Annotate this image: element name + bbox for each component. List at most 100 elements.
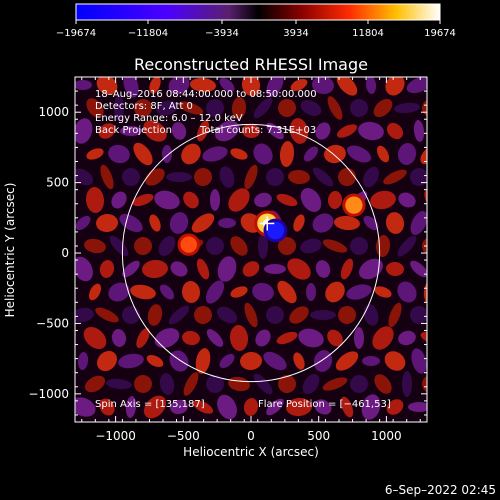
ripple-blob: [194, 168, 212, 186]
ripple-blob: [142, 259, 168, 279]
ripple-blob: [410, 306, 427, 324]
ripple-blob: [125, 396, 137, 418]
ripple-blob: [362, 356, 380, 366]
ripple-blob: [315, 122, 331, 140]
ripple-blob: [159, 284, 175, 300]
ripple-blob: [168, 305, 190, 325]
ripple-blob: [123, 77, 139, 98]
ripple-blob: [83, 326, 107, 350]
ripple-blob: [374, 286, 392, 298]
ripple-blob: [170, 261, 188, 277]
ripple-blob: [244, 164, 258, 190]
ripple-blob: [289, 118, 309, 144]
ripple-blob: [346, 145, 372, 163]
solar-limb-circle: [121, 123, 381, 383]
ripple-blob: [324, 144, 346, 164]
x-tick-label: −500: [167, 429, 200, 443]
ripple-blob: [134, 375, 152, 393]
ripple-blob: [340, 258, 354, 280]
ripple-blob: [327, 96, 343, 120]
ripple-blob: [196, 258, 210, 280]
ripple-blob: [169, 212, 189, 234]
ripple-blob: [322, 377, 348, 391]
ripple-blob: [374, 374, 392, 394]
ripple-blob: [406, 77, 427, 94]
ripple-blob: [86, 148, 104, 160]
ripple-blob: [108, 282, 130, 302]
colorbar-ticks: −19674 −11804 −3934 3934 11804 19674: [56, 20, 456, 39]
ripple-blob: [258, 233, 268, 259]
ripple-blob: [219, 353, 235, 369]
ripple-blob: [181, 143, 201, 165]
ripple-blob: [119, 213, 143, 233]
ripple-blob: [263, 351, 287, 371]
ripple-blob: [171, 122, 187, 140]
ripple-blob: [146, 354, 164, 368]
ripple-blob: [196, 120, 210, 142]
colorbar: [75, 3, 441, 21]
ripple-blob: [88, 283, 102, 301]
ripple-blob: [77, 352, 89, 370]
source-core: [180, 236, 197, 253]
ripple-blob: [293, 214, 305, 232]
ripple-blob: [334, 215, 360, 231]
ripple-blob: [363, 304, 379, 326]
ripple-blob: [240, 351, 262, 371]
ripple-blob: [300, 238, 322, 254]
ripple-blob: [313, 350, 333, 372]
ripple-blob: [158, 235, 176, 257]
ripple-blob: [350, 375, 368, 393]
ripple-blob: [166, 172, 192, 182]
ripple-blob: [85, 187, 105, 213]
ripple-blob: [75, 307, 94, 323]
ripple-blob: [219, 166, 235, 188]
ripple-blob: [154, 190, 180, 210]
ripple-blob: [336, 77, 358, 96]
ripple-blob: [154, 328, 180, 348]
flare-position-annotation: Flare Position = [−461,53]: [258, 399, 391, 410]
ripple-blob: [383, 169, 407, 185]
ripple-blob: [388, 302, 402, 328]
ripple-blob: [413, 120, 425, 142]
ripple-blob: [397, 235, 417, 257]
ripple-blob: [143, 120, 167, 142]
time-range-annotation: 18–Aug–2016 08:44:00.000 to 08:50:00.000: [95, 89, 317, 100]
ripple-blob: [156, 100, 178, 116]
ripple-blob: [277, 280, 297, 304]
ripple-blob: [136, 327, 150, 349]
ripple-blob: [122, 168, 140, 186]
ripple-blob: [96, 213, 118, 233]
axes-ticks: −1000 −500 0 500 1000 −1000 −500 0 500 1000: [28, 77, 427, 443]
ripple-blob: [408, 402, 427, 412]
ripple-blob: [300, 100, 322, 116]
ripple-blob: [386, 261, 404, 277]
ripple-blob: [385, 77, 405, 96]
ripple-blob: [410, 210, 427, 236]
ripple-blob: [310, 310, 336, 320]
ripple-blob: [206, 237, 224, 255]
ripple-blob: [218, 218, 236, 228]
ripple-blob: [420, 331, 427, 345]
ripple-blob: [325, 281, 345, 303]
spin-axis-annotation: Spin Axis = [135,187]: [95, 399, 205, 410]
ripple-blob: [206, 99, 224, 117]
ripple-blob: [244, 302, 258, 328]
total-counts-annotation: Total counts: 7.31E+03: [199, 125, 316, 136]
ripple-blob: [315, 260, 331, 278]
ripple-blob: [264, 264, 286, 274]
ripple-blob: [75, 215, 91, 231]
ripple-blob: [290, 78, 308, 92]
ripple-blob: [300, 187, 322, 213]
ripple-blob: [205, 280, 225, 304]
ripple-blob: [84, 238, 106, 254]
ripple-blob: [402, 371, 412, 397]
ripple-blob: [98, 123, 116, 139]
ripple-blob: [100, 164, 114, 190]
ripple-blob: [398, 192, 416, 208]
ripple-blob: [384, 351, 406, 371]
x-tick-label: 1000: [371, 429, 402, 443]
ripple-blob: [365, 77, 377, 94]
ripple-blob: [111, 191, 127, 209]
ripple-blob: [363, 215, 379, 231]
ripple-blob: [231, 97, 247, 119]
